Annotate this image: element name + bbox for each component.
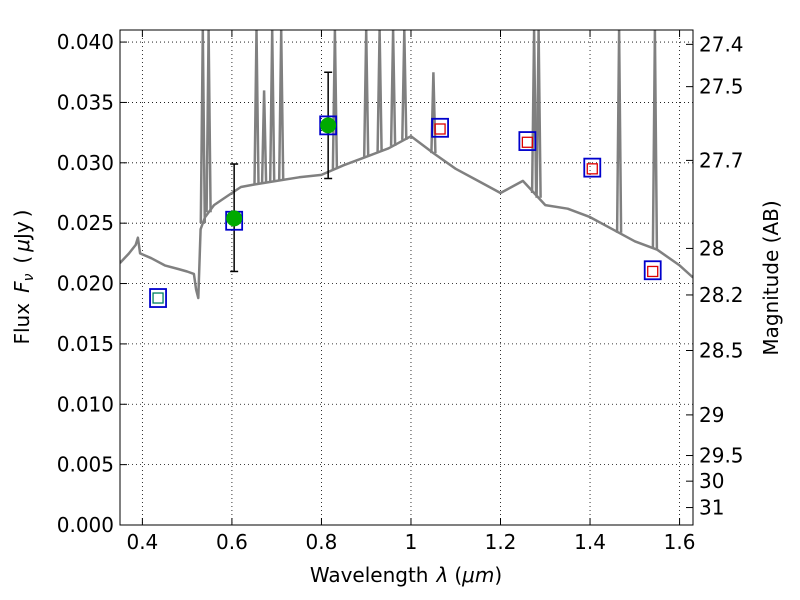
mag-tick-label: 27.5: [699, 75, 744, 99]
y-tick-label: 0.020: [57, 272, 114, 296]
observed-point: [226, 210, 243, 227]
y-tick-label: 0.010: [57, 392, 114, 416]
mag-tick-label: 27.7: [699, 148, 744, 172]
mag-tick-label: 29.5: [699, 444, 744, 468]
upper-limit-point: [647, 265, 659, 278]
upper-limit-point: [434, 123, 446, 135]
emission-line: [277, 30, 285, 181]
emission-line: [253, 30, 260, 185]
emission-line: [430, 72, 437, 154]
emission-line: [268, 30, 276, 182]
mag-tick-label: 27.4: [699, 32, 744, 56]
observed-point: [320, 117, 337, 134]
emission-line: [205, 30, 212, 213]
upper-limit-point: [521, 136, 534, 148]
ticks-layer: 0.4 0.6 0.8 1 1.2 1.4 1.6 0.000 0.005 0.010 0.015 0…: [57, 30, 744, 554]
y2-axis-label: Magnitude (AB): [759, 200, 783, 355]
sed-layer: [120, 30, 693, 300]
emission-line: [615, 30, 623, 233]
mag-tick-label: 30: [699, 469, 724, 493]
emission-line: [401, 30, 408, 140]
y-tick-label: 0.015: [57, 332, 114, 356]
detection-point: [152, 292, 164, 304]
y-tick-label: 0.000: [57, 513, 114, 537]
x-tick-label: 0.8: [306, 530, 338, 554]
mag-tick-label: 29: [699, 403, 724, 427]
emission-line: [535, 30, 542, 198]
x-tick-label: 1: [405, 530, 418, 554]
grid: [120, 30, 693, 526]
model-point: [583, 157, 602, 178]
plot-frame: [119, 29, 694, 526]
model-point: [431, 117, 449, 138]
mag-tick-label: 31: [699, 496, 724, 520]
y-tick-label: 0.040: [57, 30, 114, 54]
emission-line: [331, 30, 339, 170]
x-axis-label: Wavelength λ (μm): [310, 563, 502, 587]
mag-tick-label: 28: [699, 236, 724, 260]
emission-line: [260, 90, 268, 183]
emission-line: [389, 30, 397, 146]
mag-tick-label: 28.2: [699, 283, 744, 307]
mag-tick-label: 28.5: [699, 338, 744, 362]
emission-line: [362, 30, 370, 157]
y-tick-label: 0.005: [57, 453, 114, 477]
model-point: [518, 131, 537, 151]
upper-limit-point: [586, 163, 598, 175]
y-tick-label: 0.030: [57, 151, 114, 175]
points-layer: [149, 71, 662, 308]
emission-line: [199, 30, 207, 224]
x-tick-label: 0.6: [216, 530, 248, 554]
x-tick-label: 1.2: [485, 530, 517, 554]
emission-line: [376, 30, 383, 152]
model-point: [149, 288, 167, 308]
y-tick-label: 0.025: [57, 211, 114, 235]
x-tick-label: 0.4: [126, 530, 158, 554]
emission-line: [651, 30, 659, 249]
x-tick-label: 1.4: [574, 530, 606, 554]
y-tick-label: 0.035: [57, 90, 114, 114]
x-tick-label: 1.6: [664, 530, 696, 554]
emission-line: [530, 30, 538, 194]
model-point: [643, 260, 662, 281]
y-axis-label: FluxFν(μJy): [10, 209, 37, 344]
